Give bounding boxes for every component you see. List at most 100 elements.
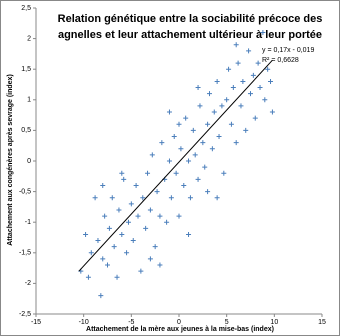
point: [135, 213, 141, 219]
point: [143, 225, 149, 231]
point: [224, 97, 230, 103]
point: [219, 103, 225, 109]
y-tick-label: 0: [27, 158, 31, 165]
point: [140, 195, 146, 201]
y-tick-label: 2: [27, 35, 31, 42]
point: [125, 219, 131, 225]
point: [154, 189, 160, 195]
point: [88, 250, 94, 256]
point: [260, 29, 266, 35]
point: [233, 42, 239, 48]
point: [159, 140, 165, 146]
y-tick-label: -2,5: [19, 311, 31, 318]
point: [183, 115, 189, 121]
point: [138, 268, 144, 274]
point: [176, 121, 182, 127]
point: [240, 78, 246, 84]
point: [250, 72, 256, 78]
point: [147, 256, 153, 262]
y-tick-label: -0,5: [19, 188, 31, 195]
point: [128, 201, 134, 207]
point: [92, 195, 98, 201]
point: [192, 152, 198, 158]
point: [257, 85, 263, 91]
y-tick-label: -1: [25, 219, 31, 226]
x-tick-label: 10: [270, 319, 278, 326]
point: [197, 103, 203, 109]
point: [186, 231, 192, 237]
point: [178, 146, 184, 152]
point: [255, 60, 261, 66]
point: [230, 85, 236, 91]
point: [246, 48, 252, 54]
point: [95, 238, 101, 244]
point: [269, 109, 275, 115]
point: [116, 207, 122, 213]
point: [166, 158, 172, 164]
point: [145, 170, 151, 176]
point: [98, 293, 104, 299]
point: [268, 78, 274, 84]
x-tick-label: -10: [79, 319, 89, 326]
point: [171, 134, 177, 140]
point: [157, 213, 163, 219]
point: [106, 225, 112, 231]
point: [152, 244, 158, 250]
trendline: [78, 59, 273, 272]
r-squared: R² = 0,6628: [262, 57, 299, 64]
point: [190, 127, 196, 133]
point: [176, 213, 182, 219]
y-axis-title: Attachement aux congénères après sevrage…: [7, 74, 14, 246]
x-tick-label: 5: [225, 319, 229, 326]
point: [124, 250, 130, 256]
point: [248, 91, 253, 97]
y-tick-label: 1,5: [21, 66, 31, 73]
x-tick-label: 15: [318, 319, 326, 326]
point: [233, 140, 239, 146]
point: [114, 274, 120, 280]
y-tick-label: 2,5: [21, 5, 31, 12]
point: [195, 85, 201, 91]
point: [100, 256, 106, 262]
point: [265, 66, 271, 72]
point: [181, 182, 187, 188]
x-tick-label: -15: [31, 319, 41, 326]
point: [252, 115, 258, 121]
y-tick-label: -2: [25, 280, 31, 287]
point: [195, 176, 201, 182]
chart-title: agnelles et leur attachement ultérieur à…: [58, 29, 322, 41]
point: [100, 182, 106, 188]
point: [85, 274, 91, 280]
point: [207, 91, 213, 97]
x-axis-title: Attachement de la mère aux jeunes à la m…: [86, 326, 274, 333]
point: [238, 103, 244, 109]
point: [205, 121, 211, 127]
point: [119, 231, 125, 237]
point: [147, 207, 153, 213]
point: [149, 152, 155, 158]
point: [102, 213, 108, 219]
point: [214, 78, 220, 84]
point: [205, 189, 211, 195]
point: [243, 127, 249, 133]
point: [130, 238, 136, 244]
x-tick-label: -5: [128, 319, 134, 326]
point: [173, 170, 179, 176]
point: [216, 134, 222, 140]
point: [221, 170, 227, 176]
point: [262, 97, 268, 103]
point: [133, 182, 139, 188]
point: [202, 164, 208, 170]
point: [168, 195, 174, 201]
point: [111, 244, 117, 250]
point: [214, 195, 220, 201]
point: [200, 140, 206, 146]
point: [235, 60, 241, 66]
point: [187, 195, 193, 201]
point: [166, 109, 172, 115]
equation: y = 0,17x - 0,019: [262, 47, 314, 54]
point: [157, 262, 163, 268]
point: [164, 219, 170, 225]
y-tick-label: -1,5: [19, 250, 31, 257]
